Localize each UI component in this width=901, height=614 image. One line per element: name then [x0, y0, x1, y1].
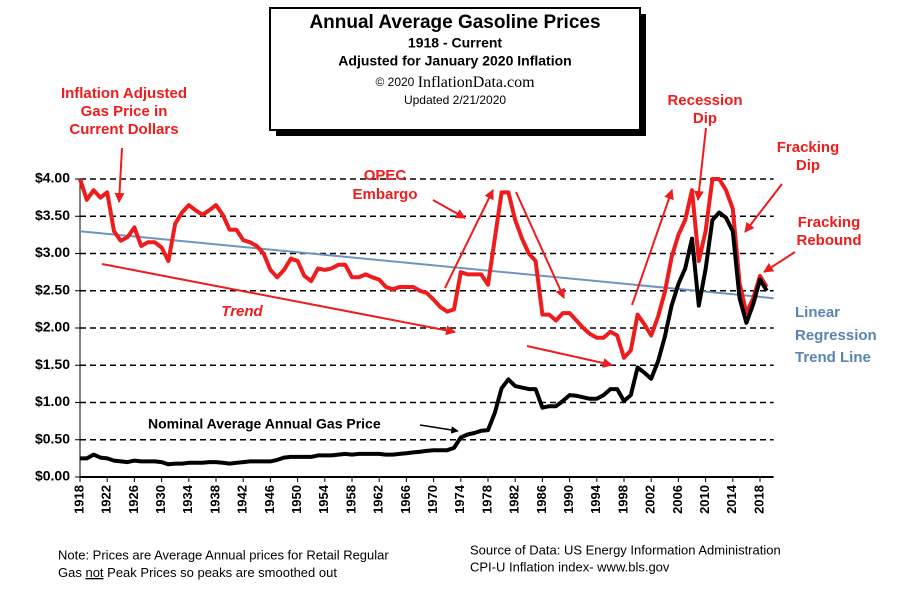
title-box	[269, 7, 641, 131]
x-tick-label: 2002	[643, 485, 658, 514]
annotation: OPEC	[364, 167, 407, 184]
series-label: Nominal Average Annual Gas Price	[148, 416, 381, 432]
x-tick-label: 1974	[452, 484, 467, 514]
x-tick-label: 1918	[71, 485, 86, 514]
trend-line	[79, 230, 774, 300]
annotation: Fracking	[798, 214, 861, 231]
site: InflationData.com	[418, 74, 535, 91]
arrows	[101, 127, 796, 368]
annotation: Trend	[221, 303, 263, 320]
y-tick-label: $1.00	[35, 393, 70, 409]
arrow	[444, 189, 494, 289]
plot: $0.00 $0.50 $1.00 $1.50 $2.00 $2.50 $3.00 $3.50…	[35, 170, 774, 514]
trend-label: Linear	[795, 304, 840, 321]
y-tick-label: $4.00	[35, 170, 70, 186]
arrow	[631, 189, 674, 306]
arrow	[101, 263, 456, 336]
annotation: Fracking	[777, 139, 840, 156]
series-line	[78, 177, 769, 360]
y-tick-label: $1.50	[35, 356, 70, 372]
note: Note: Prices are Average Annual prices f…	[58, 547, 389, 562]
arrow	[114, 147, 125, 203]
x-tick-label: 1962	[371, 485, 386, 514]
annotation: Dip	[796, 157, 820, 174]
subtitle: Adjusted for January 2020 Inflation	[338, 53, 571, 69]
note: Gas not Peak Prices so peaks are smoothe…	[58, 565, 337, 580]
chart-title: Annual Average Gasoline Prices	[309, 12, 600, 33]
note-part: Gas	[58, 565, 85, 580]
x-tick-label: 1998	[615, 485, 630, 514]
trend-label: Regression	[795, 327, 877, 344]
arrow	[744, 183, 783, 233]
x-tick-label: 1922	[99, 485, 114, 514]
copyright: © 2020 InflationData.com	[375, 74, 535, 91]
source: CPI-U Inflation index- www.bls.gov	[470, 559, 670, 574]
arrow	[763, 251, 796, 273]
x-tick-label: 2014	[724, 484, 739, 514]
x-tick-label: 2018	[751, 485, 766, 514]
x-tick-label: 1938	[207, 485, 222, 514]
trend-label: Trend Line	[795, 349, 871, 366]
subtitle: 1918 - Current	[408, 35, 502, 51]
x-tick-label: 1934	[180, 484, 195, 514]
x-tick-label: 2006	[670, 485, 685, 514]
arrow	[526, 345, 613, 368]
x-tick-label: 1930	[153, 485, 168, 514]
arrow	[515, 191, 565, 299]
y-tick-label: $3.50	[35, 207, 70, 223]
x-tick-label: 1982	[507, 485, 522, 514]
y-tick-label: $2.50	[35, 281, 70, 297]
series-label: Gas Price in	[81, 103, 168, 120]
annotation: Dip	[693, 110, 717, 127]
annotation: Embargo	[352, 186, 417, 203]
copyright-year: © 2020	[375, 75, 417, 89]
x-tick-label: 1926	[126, 485, 141, 514]
x-tick-label: 1970	[425, 485, 440, 514]
note-part: Peak Prices so peaks are smoothed out	[104, 565, 338, 580]
note-part: not	[85, 565, 103, 580]
updated: Updated 2/21/2020	[404, 93, 506, 107]
y-tick-label: $2.00	[35, 319, 70, 335]
x-tick-label: 1954	[316, 484, 331, 514]
series-line	[80, 210, 769, 467]
source: Source of Data: US Energy Information Ad…	[470, 542, 781, 557]
arrow	[432, 199, 466, 219]
series-label: Current Dollars	[69, 121, 178, 138]
x-tick-label: 1966	[398, 485, 413, 514]
x-tick-label: 1986	[534, 485, 549, 514]
x-tick-label: 1942	[235, 485, 250, 514]
annotations: Inflation Adjusted Gas Price in Current …	[61, 85, 877, 434]
x-tick-label: 1958	[343, 485, 358, 514]
y-tick-label: $3.00	[35, 244, 70, 260]
series-label: Inflation Adjusted	[61, 85, 187, 102]
x-tick-label: 1978	[479, 485, 494, 514]
x-tick-label: 1950	[289, 485, 304, 514]
arrow	[419, 424, 459, 434]
x-tick-label: 1990	[561, 485, 576, 514]
y-tick-label: $0.00	[35, 468, 70, 484]
y-tick-label: $0.50	[35, 430, 70, 446]
x-tick-label: 2010	[697, 485, 712, 514]
x-tick-label: 1994	[588, 484, 603, 514]
arrow	[694, 127, 707, 201]
annotation: Rebound	[797, 232, 862, 249]
annotation: Recession	[667, 92, 742, 109]
x-tick-label: 1946	[262, 485, 277, 514]
